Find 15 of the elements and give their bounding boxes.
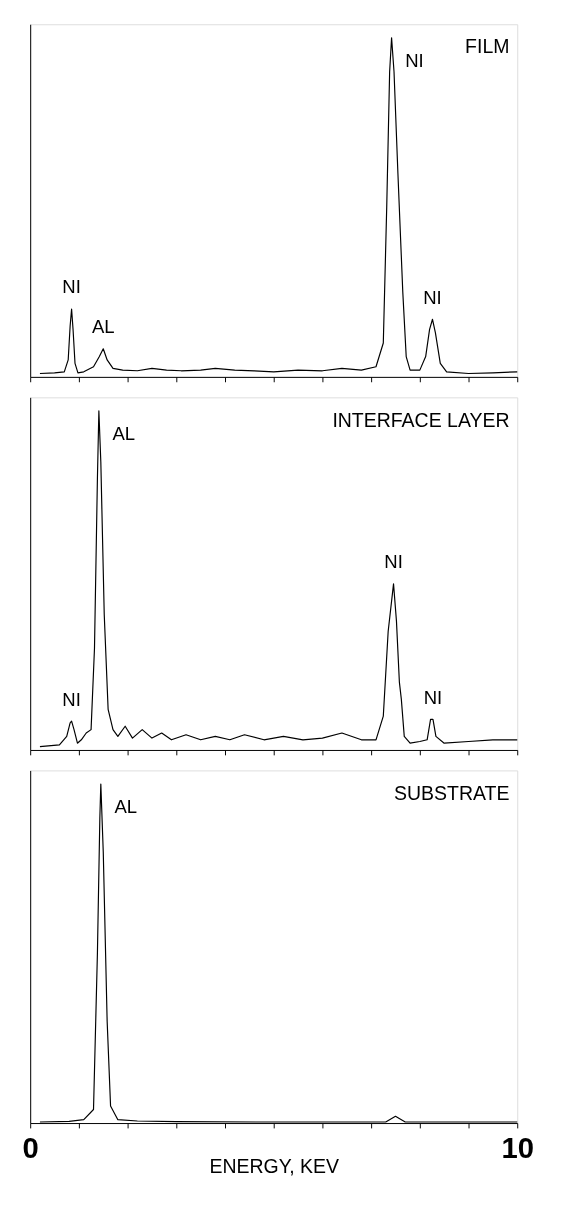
annotation: NI — [384, 551, 403, 573]
annotation: NI — [423, 286, 442, 308]
annotation: NI — [62, 688, 81, 710]
annotation: NI — [423, 686, 443, 708]
annotation: AL — [112, 423, 136, 445]
x-axis-title: ENERGY, KEV — [209, 1155, 339, 1178]
annotation: NI — [62, 276, 81, 298]
chart-title: SUBSTRATE — [394, 781, 510, 804]
annotation: AL — [114, 796, 138, 818]
chart-title: FILM — [465, 35, 510, 58]
chart-title: INTERFACE LAYER — [332, 408, 510, 431]
x-tick-label: 0 — [22, 1131, 39, 1164]
x-tick-label: 10 — [501, 1131, 534, 1164]
annotation: NI — [405, 50, 424, 72]
annotation: AL — [91, 316, 115, 338]
